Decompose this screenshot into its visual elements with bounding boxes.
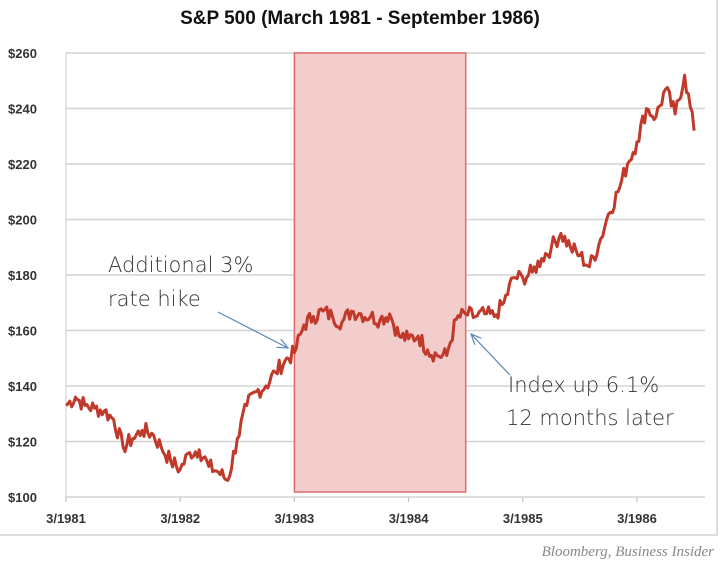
y-tick-label: $180	[8, 268, 37, 283]
shaded-period	[293, 52, 467, 493]
y-tick-label: $220	[8, 157, 37, 172]
y-tick-label: $240	[8, 102, 37, 117]
x-tick-label: 3/1986	[617, 511, 657, 526]
x-tick-label: 3/1981	[46, 511, 86, 526]
annotation-index-up-line2: 12 months later	[506, 406, 674, 430]
y-tick-label: $120	[8, 435, 37, 450]
line-chart: $100 $120 $140 $160 $180 $200 $220 $240 $260 3/19…	[8, 46, 705, 526]
sp500-series-line	[65, 73, 696, 482]
x-tick-label: 3/1985	[503, 511, 543, 526]
y-tick-label: $260	[8, 46, 37, 61]
y-tick-label: $160	[8, 324, 37, 339]
y-tick-label: $140	[8, 379, 37, 394]
annotation-arrow	[217, 311, 288, 348]
source-credit: Bloomberg, Business Insider	[541, 544, 714, 560]
y-tick-label: $200	[8, 213, 37, 228]
annotation-rate-hike-line2: rate hike	[108, 287, 201, 311]
x-tick-label: 3/1983	[275, 511, 315, 526]
annotation-arrow	[471, 334, 511, 376]
chart-frame	[0, 0, 718, 536]
annotation-rate-hike-line1: Additional 3%	[108, 253, 253, 277]
chart-title: S&P 500 (March 1981 - September 1986)	[180, 8, 540, 29]
x-tick-label: 3/1984	[389, 511, 430, 526]
y-tick-label: $100	[8, 490, 37, 505]
x-tick-label: 3/1982	[160, 511, 200, 526]
annotation-index-up-line1: Index up 6.1%	[508, 373, 659, 397]
